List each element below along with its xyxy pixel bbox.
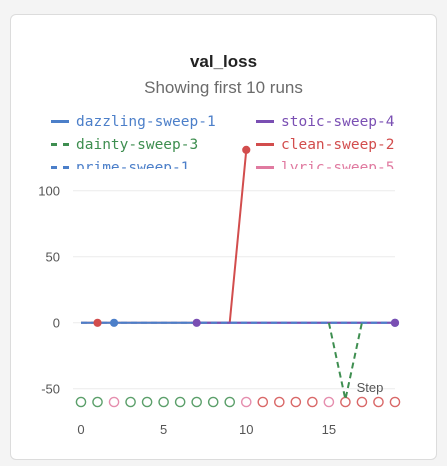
series-point [243, 146, 250, 153]
series-ring-marker [374, 397, 383, 406]
series-point [391, 319, 398, 326]
series-ring-marker [225, 397, 234, 406]
series-point [110, 319, 117, 326]
series-ring-marker [275, 397, 284, 406]
series-ring-marker [159, 397, 168, 406]
series-ring-marker [291, 397, 300, 406]
series-ring-marker [324, 397, 333, 406]
series-ring-marker [390, 397, 399, 406]
series-ring-marker [258, 397, 267, 406]
x-tick-label: 0 [77, 422, 84, 437]
y-tick-label: 0 [53, 315, 60, 330]
series-ring-marker [76, 397, 85, 406]
series-ring-marker [209, 397, 218, 406]
series-ring-marker [126, 397, 135, 406]
y-tick-label: -50 [41, 381, 60, 396]
y-tick-label: 50 [46, 249, 60, 264]
series-ring-marker [109, 397, 118, 406]
series-line [81, 150, 246, 323]
series-ring-marker [93, 397, 102, 406]
series-ring-marker [192, 397, 201, 406]
series-ring-marker [143, 397, 152, 406]
series-ring-marker [357, 397, 366, 406]
series-ring-marker [341, 397, 350, 406]
x-axis-label: Step [357, 380, 384, 395]
series-ring-marker [176, 397, 185, 406]
y-tick-label: 100 [38, 183, 60, 198]
x-tick-label: 15 [322, 422, 336, 437]
series-point [193, 319, 200, 326]
x-tick-label: 5 [160, 422, 167, 437]
series-ring-marker [308, 397, 317, 406]
series-point [94, 319, 101, 326]
x-tick-label: 10 [239, 422, 253, 437]
series-ring-marker [242, 397, 251, 406]
